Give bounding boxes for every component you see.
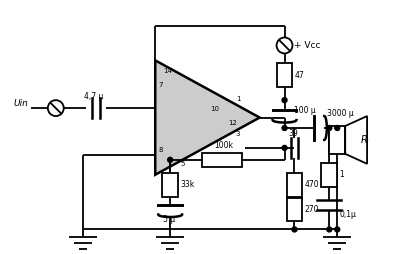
Bar <box>276 63 292 87</box>
Polygon shape <box>155 60 260 175</box>
Circle shape <box>282 125 287 131</box>
Text: Rₗ: Rₗ <box>361 135 370 145</box>
Text: 12: 12 <box>228 120 237 125</box>
Circle shape <box>335 227 340 232</box>
Text: 1: 1 <box>339 170 344 179</box>
Circle shape <box>327 227 332 232</box>
Bar <box>202 153 242 167</box>
Bar <box>162 173 178 197</box>
Circle shape <box>335 125 340 131</box>
Text: 5 μ: 5 μ <box>163 215 175 224</box>
Circle shape <box>292 227 297 232</box>
Circle shape <box>327 125 332 131</box>
Text: + Vcc: + Vcc <box>294 41 321 50</box>
Text: 100 μ: 100 μ <box>294 106 316 115</box>
Text: 470: 470 <box>304 180 319 189</box>
Text: 10: 10 <box>210 106 219 112</box>
Bar <box>286 173 302 197</box>
Text: 3: 3 <box>236 132 240 137</box>
Text: 7: 7 <box>158 82 163 88</box>
Circle shape <box>282 145 287 150</box>
Bar <box>329 126 345 154</box>
Text: 5: 5 <box>180 161 184 167</box>
Text: 1: 1 <box>236 96 240 102</box>
Text: 100k: 100k <box>214 141 233 150</box>
Text: 47: 47 <box>294 71 304 80</box>
Text: 39: 39 <box>288 130 298 138</box>
Text: 8: 8 <box>158 147 163 153</box>
Text: Uin: Uin <box>13 99 28 108</box>
Bar <box>321 163 337 187</box>
Text: 0,1μ: 0,1μ <box>339 210 356 218</box>
Text: 3000 μ: 3000 μ <box>327 108 354 118</box>
Text: 270: 270 <box>304 205 319 214</box>
Text: 4,7 μ: 4,7 μ <box>84 92 103 101</box>
Circle shape <box>282 98 287 103</box>
Circle shape <box>168 157 173 162</box>
Polygon shape <box>345 116 367 164</box>
Text: 14: 14 <box>163 68 172 74</box>
Text: 33k: 33k <box>180 180 194 189</box>
Bar <box>286 198 302 221</box>
